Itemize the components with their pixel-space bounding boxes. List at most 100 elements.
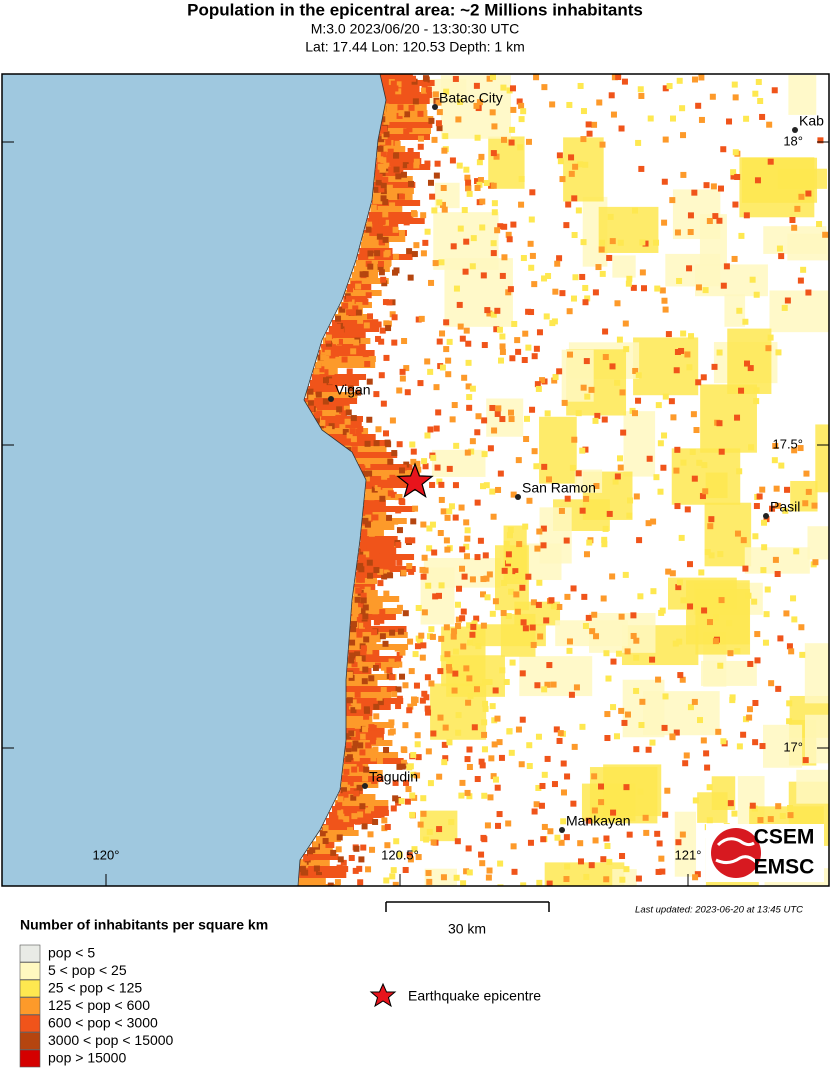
population-cell [653,239,660,246]
city-label: Vigan [335,382,371,398]
population-cell [355,703,362,710]
population-cell [459,335,466,342]
population-cell [535,385,542,392]
population-cell [639,239,646,246]
population-cell [367,831,374,838]
population-cell [392,269,399,276]
population-cell [400,759,407,766]
population-cell [510,491,517,498]
population-cell [606,858,613,865]
population-cell [465,179,472,186]
population-cell [380,151,387,158]
population-cell [551,781,558,788]
population-cell [337,809,344,816]
population-cell [379,239,386,246]
population-cell [445,357,452,364]
population-cell [425,748,432,755]
population-cell [435,592,442,599]
population-cell [307,405,314,412]
population-cell [346,697,353,704]
population-cell [438,481,445,488]
population-cell [409,792,416,799]
population-cell [460,643,467,650]
population-cell [602,328,609,335]
population-cell [463,553,470,560]
population-cell [367,313,374,320]
population-cell [531,448,538,455]
population-cell [470,235,477,242]
population-cell [422,239,429,246]
population-cell [363,475,370,482]
population-cell [674,229,681,236]
population-cell [432,593,439,600]
population-cell [500,136,507,143]
population-cell [378,219,385,226]
coastal-band [356,566,416,572]
population-cell [520,619,527,626]
map [2,74,829,886]
yellow-patch [763,724,803,768]
population-cell [440,508,447,515]
population-cell [343,768,350,775]
yellow-patch [665,253,721,287]
yellow-patch [424,868,457,886]
coastal-band [363,506,415,512]
population-cell [579,447,586,454]
population-cell [649,739,656,746]
population-cell [379,633,386,640]
population-cell [616,336,623,343]
coastal-band [354,578,378,584]
population-cell [359,271,366,278]
population-cell [351,766,358,773]
population-cell [676,579,683,586]
population-cell [501,580,508,587]
population-cell [570,585,577,592]
population-cell [761,519,768,526]
population-cell [327,882,334,886]
population-cell [635,875,642,882]
population-cell [391,339,398,346]
population-cell [452,648,459,655]
population-cell [608,92,615,99]
population-cell [359,554,366,561]
population-cell [584,295,591,302]
population-cell [380,157,387,164]
population-cell [408,568,415,575]
yellow-patch [563,137,604,202]
population-cell [655,868,662,875]
legend-swatch [19,1032,41,1050]
population-cell [480,272,487,279]
population-cell [309,866,316,873]
coastal-band [332,320,377,326]
population-cell [540,542,547,549]
population-cell [632,367,639,374]
coastal-band [326,818,374,824]
coastal-band [319,350,375,356]
population-cell [529,189,536,196]
population-cell [798,170,805,177]
population-cell [347,286,354,293]
population-cell [708,516,715,523]
population-cell [534,381,541,388]
population-cell [444,546,451,553]
population-cell [392,795,399,802]
population-cell [316,410,323,417]
population-cell [717,662,724,669]
population-cell [573,684,580,691]
population-cell [535,733,542,740]
population-cell [805,488,812,495]
population-cell [346,368,353,375]
population-cell [463,166,470,173]
population-cell [379,166,386,173]
yellow-patch [539,507,572,564]
population-cell [440,184,447,191]
population-cell [450,633,457,640]
population-cell [464,535,471,542]
population-cell [676,638,683,645]
population-cell [347,780,354,787]
population-cell [318,366,325,373]
population-cell [455,116,462,123]
population-cell [388,719,395,726]
population-cell [422,567,429,574]
population-cell [499,416,506,423]
